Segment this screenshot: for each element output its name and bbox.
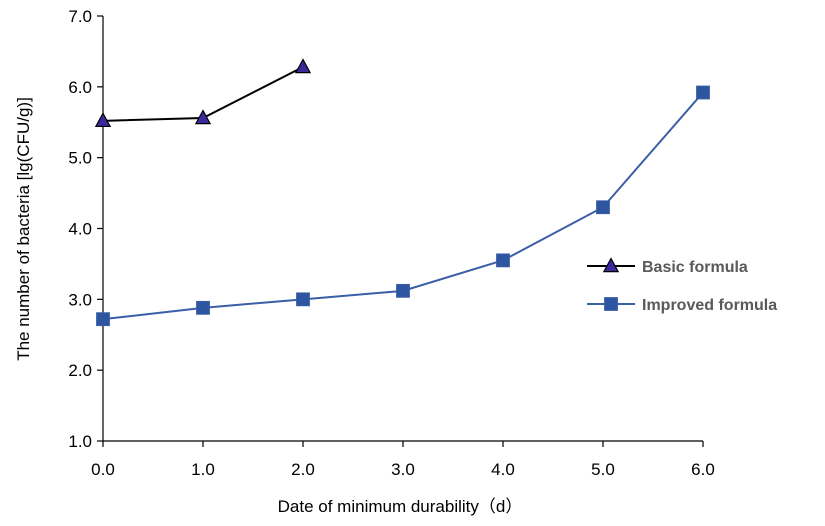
data-point <box>296 292 310 307</box>
legend-item: Improved formula <box>587 297 777 314</box>
y-tick-label: 1.0 <box>68 432 92 451</box>
x-tick-label: 5.0 <box>591 460 615 479</box>
data-point <box>496 253 510 268</box>
data-point <box>596 200 610 215</box>
legend-marker <box>604 297 618 311</box>
y-tick-label: 2.0 <box>68 361 92 380</box>
y-tick-label: 5.0 <box>68 149 92 168</box>
y-tick-label: 7.0 <box>68 7 92 26</box>
legend-marker <box>602 257 620 273</box>
x-tick-label: 0.0 <box>91 460 115 479</box>
series-1 <box>96 85 710 327</box>
x-axis-title: Date of minimum durability（d） <box>278 497 523 516</box>
y-ticks: 1.0 2.0 3.0 4.0 5.0 6.0 7.0 <box>68 7 103 451</box>
legend-item: Basic formula <box>587 257 748 276</box>
data-point <box>696 85 710 100</box>
x-tick-label: 3.0 <box>391 460 415 479</box>
x-tick-label: 1.0 <box>191 460 215 479</box>
y-axis-title: The number of bacteria [lg(CFU/g)] <box>14 97 33 361</box>
data-point <box>94 112 112 128</box>
data-point <box>294 58 312 74</box>
data-point <box>96 312 110 327</box>
legend-label: Improved formula <box>642 297 777 314</box>
data-point <box>396 283 410 298</box>
data-point <box>196 300 210 315</box>
series-layer <box>94 58 710 327</box>
y-tick-label: 4.0 <box>68 220 92 239</box>
x-tick-label: 4.0 <box>491 460 515 479</box>
series-0 <box>94 58 312 128</box>
legend-label: Basic formula <box>642 259 748 276</box>
data-point <box>194 109 212 125</box>
legend: Basic formula Improved formula <box>587 257 777 314</box>
x-tick-label: 6.0 <box>691 460 715 479</box>
axes <box>102 16 703 442</box>
y-tick-label: 6.0 <box>68 78 92 97</box>
x-tick-label: 2.0 <box>291 460 315 479</box>
y-tick-label: 3.0 <box>68 290 92 309</box>
x-ticks: 0.0 1.0 2.0 3.0 4.0 5.0 6.0 <box>91 441 715 479</box>
